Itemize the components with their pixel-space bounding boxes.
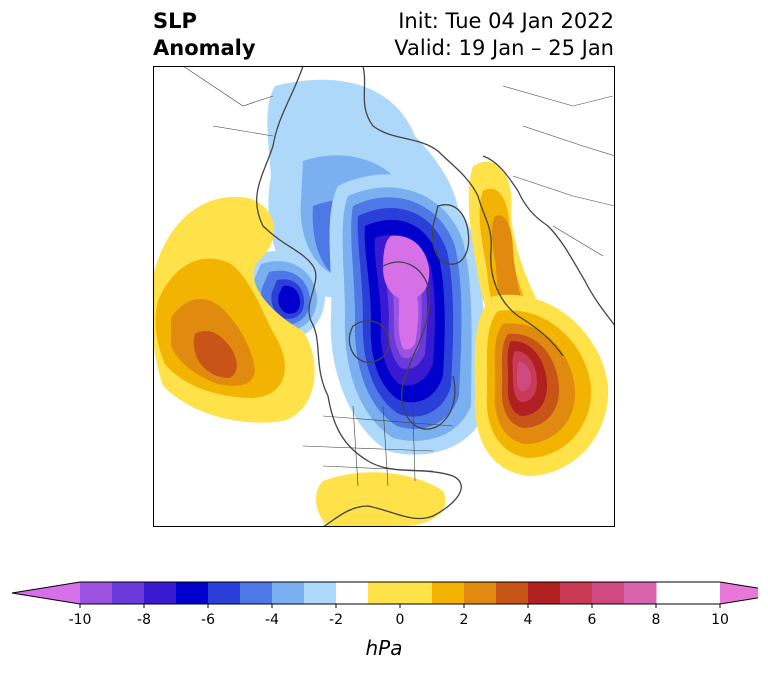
colorbar-tick-labels: -10 -8 -6 -4 -2 0 2 4 6 8 10 xyxy=(69,612,729,628)
colorbar-segment xyxy=(304,582,337,604)
colorbar-tick-label: 6 xyxy=(588,612,597,628)
country-borders xyxy=(182,66,615,487)
map-title: SLP Anomaly xyxy=(153,8,256,62)
colorbar-segment xyxy=(144,582,177,604)
colorbar-tick-label: -6 xyxy=(201,612,215,628)
anomaly-contours xyxy=(153,66,615,527)
colorbar-over-arrow xyxy=(720,582,758,604)
colorbar-segment xyxy=(336,582,369,604)
coastlines xyxy=(256,66,615,527)
colorbar-segment xyxy=(272,582,305,604)
colorbar-units-label: hPa xyxy=(365,636,403,660)
pacific-high xyxy=(153,196,315,423)
atlantic-high xyxy=(474,294,609,476)
colorbar-segment xyxy=(464,582,497,604)
colorbar-segment xyxy=(240,582,273,604)
colorbar-segment xyxy=(560,582,593,604)
gulf-high xyxy=(316,472,446,527)
valid-date-label: Valid: 19 Jan – 25 Jan xyxy=(394,36,614,60)
colorbar-tick-label: 4 xyxy=(524,612,533,628)
colorbar-tick-label: 10 xyxy=(711,612,729,628)
colorbar-tick-label: -8 xyxy=(137,612,151,628)
forecast-dates: Init: Tue 04 Jan 2022 Valid: 19 Jan – 25… xyxy=(394,8,614,62)
init-date-label: Init: Tue 04 Jan 2022 xyxy=(398,9,614,33)
colorbar-tick-label: 0 xyxy=(396,612,405,628)
colorbar-segment xyxy=(496,582,529,604)
colorbar-segment xyxy=(80,582,113,604)
colorbar-tick-label: 2 xyxy=(460,612,469,628)
colorbar-segment xyxy=(592,582,625,604)
arctic-low xyxy=(329,174,484,455)
colorbar-segment xyxy=(368,582,433,604)
colorbar-tick-label: -2 xyxy=(329,612,343,628)
variable-label: SLP xyxy=(153,9,197,33)
field-label: Anomaly xyxy=(153,36,256,60)
colorbar-segment xyxy=(208,582,241,604)
colorbar-tick-label: 8 xyxy=(652,612,661,628)
map-frame xyxy=(153,66,615,527)
colorbar-segment xyxy=(176,582,209,604)
slp-anomaly-map xyxy=(153,66,615,527)
colorbar-tick-label: -10 xyxy=(69,612,92,628)
colorbar xyxy=(11,581,758,608)
colorbar-under-arrow xyxy=(12,582,80,604)
bering-low xyxy=(241,250,325,340)
colorbar-tick-label: -4 xyxy=(265,612,279,628)
colorbar-segment xyxy=(528,582,561,604)
colorbar-segment xyxy=(432,582,465,604)
colorbar-segment xyxy=(112,582,145,604)
colorbar-segment xyxy=(624,582,657,604)
